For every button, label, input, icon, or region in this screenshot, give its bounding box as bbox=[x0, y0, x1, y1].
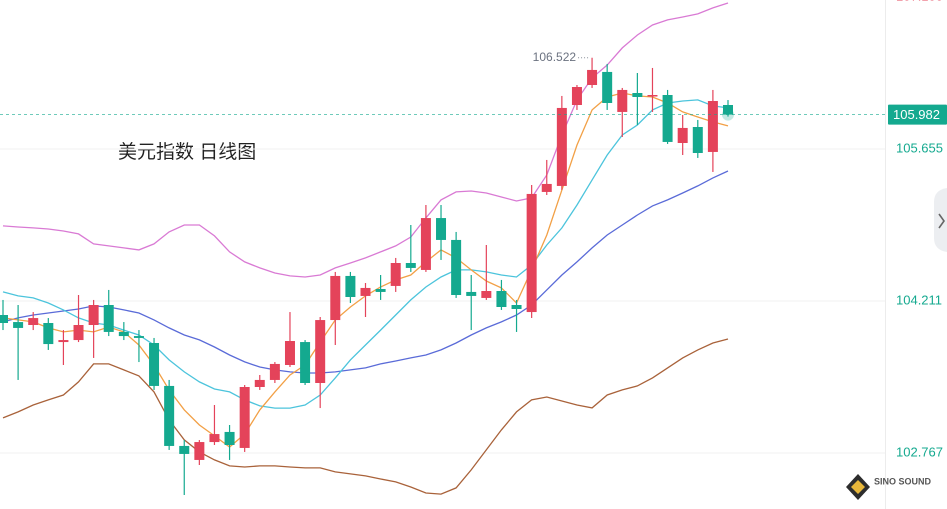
candle-body bbox=[466, 291, 477, 296]
candle-body bbox=[587, 69, 598, 85]
candle-body bbox=[360, 287, 371, 296]
chevron[interactable] bbox=[938, 213, 945, 229]
candle-body bbox=[58, 340, 69, 343]
candle-body bbox=[692, 127, 703, 153]
candle-body bbox=[254, 379, 265, 387]
y-tick-label: 105.655 bbox=[896, 140, 943, 155]
candle-body bbox=[496, 291, 507, 307]
max-annotation: 106.522 bbox=[533, 50, 577, 64]
candle-body bbox=[511, 305, 522, 309]
candle-body bbox=[707, 101, 718, 152]
candle-body bbox=[88, 305, 99, 325]
candle-body bbox=[451, 239, 462, 295]
candle-body bbox=[420, 218, 431, 270]
candle-body bbox=[300, 342, 311, 383]
candle-body bbox=[118, 331, 129, 337]
candle-body bbox=[269, 363, 280, 380]
candle-body bbox=[209, 434, 220, 443]
candle-body bbox=[330, 275, 341, 321]
candle-body bbox=[405, 263, 416, 268]
y-tick-label: 104.211 bbox=[896, 292, 942, 307]
candle-body bbox=[723, 105, 733, 115]
candle-body bbox=[179, 445, 190, 454]
candle-body bbox=[390, 263, 401, 286]
last-price-tag bbox=[888, 104, 947, 125]
candle-body bbox=[541, 183, 552, 192]
side-tab[interactable] bbox=[934, 188, 947, 252]
candle-body bbox=[481, 291, 492, 298]
indicator-line bbox=[2, 338, 729, 495]
candle-body bbox=[194, 442, 205, 460]
candle-body bbox=[13, 322, 24, 328]
last-price-label: 105.982 bbox=[893, 107, 940, 122]
candle-body bbox=[28, 318, 39, 325]
candle-body bbox=[103, 305, 114, 332]
candle-body bbox=[632, 93, 643, 97]
indicator-line bbox=[2, 170, 729, 374]
logo-inner bbox=[851, 480, 865, 494]
candle-body bbox=[43, 323, 54, 345]
side-handle[interactable] bbox=[934, 188, 947, 252]
candle-body bbox=[239, 387, 250, 448]
candle-body bbox=[677, 127, 688, 143]
candles bbox=[0, 57, 733, 495]
candle-body bbox=[571, 87, 582, 105]
candle-body bbox=[375, 289, 386, 292]
candle-body bbox=[602, 71, 613, 103]
candle-body bbox=[526, 193, 537, 313]
candle-body bbox=[224, 431, 235, 445]
candle-body bbox=[164, 385, 175, 446]
candle-body bbox=[345, 275, 356, 297]
candle-body bbox=[0, 315, 8, 323]
candle-body bbox=[73, 325, 84, 341]
candle-body bbox=[647, 95, 658, 97]
candle-body bbox=[284, 341, 295, 365]
candle-body bbox=[662, 95, 673, 142]
watermark: SINO SOUND bbox=[874, 476, 932, 486]
last-price-glow bbox=[722, 108, 734, 121]
candle-body bbox=[617, 89, 628, 112]
y-tick-label: 107.100 bbox=[896, 0, 943, 3]
logo: SINO SOUND bbox=[846, 474, 932, 500]
candle-body bbox=[149, 343, 160, 386]
candle-body bbox=[315, 320, 326, 383]
chart-title: 美元指数 日线图 bbox=[118, 141, 256, 163]
candle-body bbox=[133, 336, 144, 338]
candle-body bbox=[436, 218, 447, 240]
y-tick-label: 102.767 bbox=[896, 444, 943, 459]
candle-body bbox=[556, 107, 567, 186]
